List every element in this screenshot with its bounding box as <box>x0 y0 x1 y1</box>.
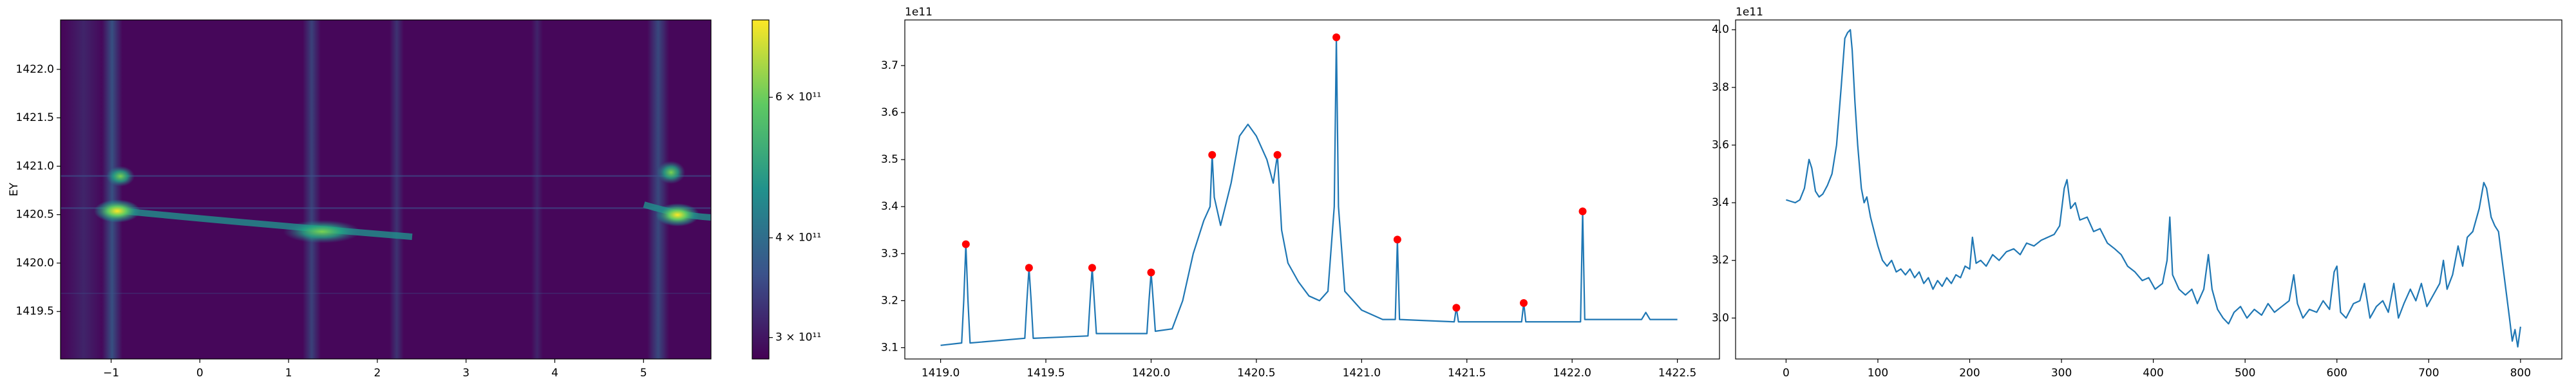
x-tick-label: 3 <box>462 367 469 380</box>
y-tick-label: 3.6 <box>1712 138 1729 151</box>
y-tick-label: 3.3 <box>881 247 898 260</box>
x-tick-label: 300 <box>2051 367 2072 380</box>
y-tick-label: 3.5 <box>881 153 898 166</box>
y-tick-label: 1421.0 <box>16 160 54 172</box>
x-tick-label: 1422.5 <box>1658 367 1696 380</box>
x-tick-label: 800 <box>2510 367 2531 380</box>
colorbar-frame <box>752 19 770 360</box>
y-tick-label: 3.4 <box>881 200 898 213</box>
x-tick-label: 500 <box>2235 367 2255 380</box>
x-tick-label: 1420.0 <box>1132 367 1170 380</box>
x-tick-label: 200 <box>1959 367 1980 380</box>
axes-frame <box>60 19 712 360</box>
peak-marker <box>1208 151 1217 159</box>
y-tick-label: 3.2 <box>881 294 898 307</box>
peak-marker <box>1520 299 1528 308</box>
x-tick-label: 100 <box>1868 367 1888 380</box>
data-line <box>940 36 1678 346</box>
y-tick-label: 3.6 <box>881 106 898 119</box>
peak-marker <box>1393 235 1401 244</box>
axes-frame <box>904 19 1720 360</box>
y-tick-label: 1420.0 <box>16 257 54 270</box>
x-tick-label: 1420.5 <box>1237 367 1275 380</box>
y-tick-label: 3.1 <box>881 341 898 354</box>
y-offset-label: 1e11 <box>905 6 933 19</box>
peak-marker <box>1578 207 1587 216</box>
x-tick-label: 700 <box>2418 367 2439 380</box>
y-tick-label: 1420.5 <box>16 208 54 221</box>
x-tick-label: 1 <box>285 367 292 380</box>
heatmap-image <box>61 20 711 359</box>
x-tick-label: 1422.0 <box>1553 367 1591 380</box>
peak-marker <box>1088 264 1096 272</box>
peak-marker <box>1452 304 1461 312</box>
y-offset-label: 1e11 <box>1736 6 1763 19</box>
y-tick-label: 3.7 <box>881 59 898 72</box>
colorbar <box>752 20 769 359</box>
y-tick-label: 3.8 <box>1712 81 1729 94</box>
y-tick-label: 3.2 <box>1712 254 1729 267</box>
x-tick-label: 1419.5 <box>1027 367 1065 380</box>
peak-marker <box>1332 33 1341 42</box>
x-tick-label: 600 <box>2327 367 2347 380</box>
y-axis-label: EY <box>8 182 21 196</box>
peak-marker <box>961 240 970 248</box>
x-tick-label: 2 <box>374 367 381 380</box>
y-tick-label: 1422.0 <box>16 63 54 76</box>
colorbar-tick-label: 3 × 10¹¹ <box>775 331 821 344</box>
y-tick-label: 1419.5 <box>16 305 54 318</box>
x-tick-label: 400 <box>2143 367 2163 380</box>
colorbar-tick-label: 4 × 10¹¹ <box>775 232 821 244</box>
y-tick-label: 4.0 <box>1712 23 1729 36</box>
peak-marker <box>1025 264 1033 272</box>
x-tick-label: 5 <box>640 367 647 380</box>
x-tick-label: 1419.0 <box>922 367 960 380</box>
axes-frame <box>1735 19 2562 360</box>
data-line <box>1786 29 2521 348</box>
y-tick-label: 3.0 <box>1712 311 1729 324</box>
x-tick-label: −1 <box>103 367 119 380</box>
x-tick-label: 1421.0 <box>1343 367 1381 380</box>
y-tick-label: 1421.5 <box>16 111 54 124</box>
y-tick-label: 3.4 <box>1712 196 1729 209</box>
x-tick-label: 0 <box>1783 367 1790 380</box>
x-tick-label: 1421.5 <box>1448 367 1486 380</box>
peak-marker <box>1273 151 1282 159</box>
peak-marker <box>1147 268 1155 277</box>
x-tick-label: 0 <box>196 367 204 380</box>
x-tick-label: 4 <box>551 367 558 380</box>
colorbar-tick-label: 6 × 10¹¹ <box>775 91 821 104</box>
